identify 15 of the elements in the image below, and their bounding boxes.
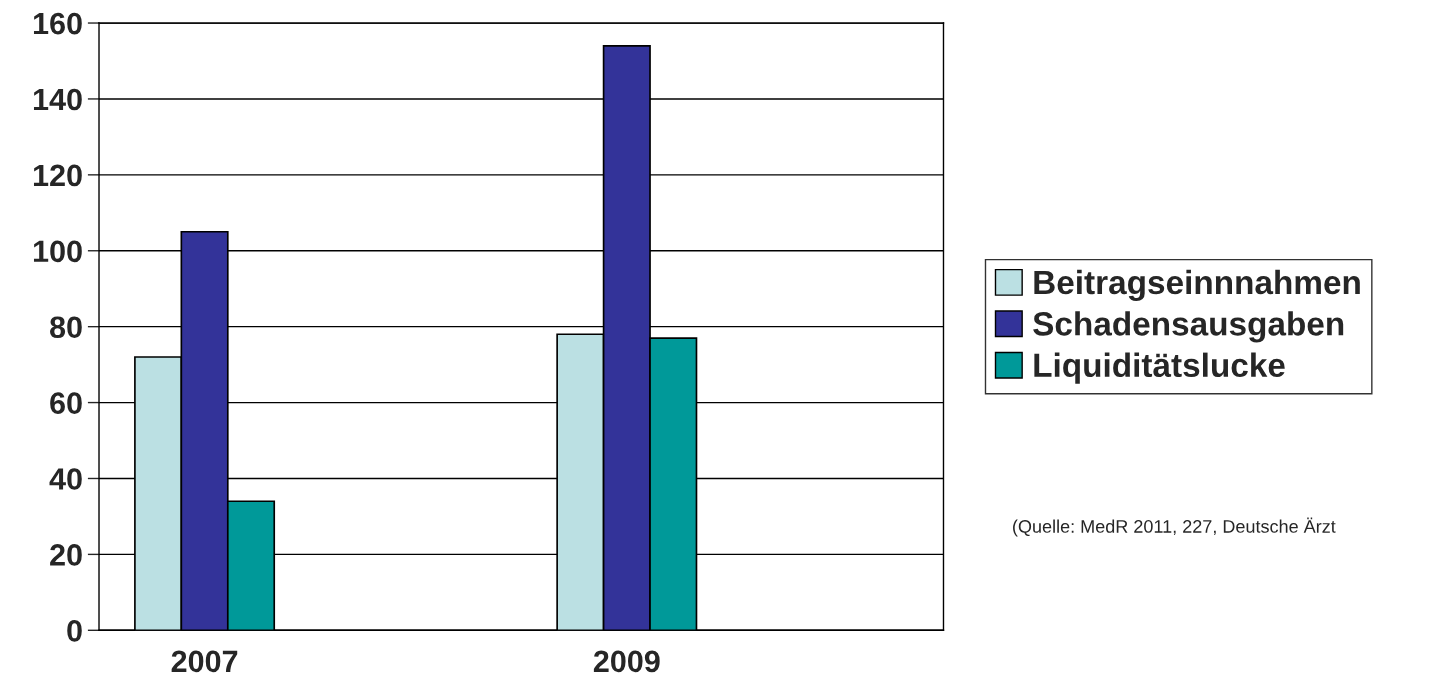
y-tick-label: 80 — [50, 316, 82, 339]
y-tick-label: 120 — [33, 164, 82, 187]
legend-label: Schadensausgaben — [1033, 311, 1344, 343]
x-tick-label: 2009 — [593, 650, 660, 673]
y-tick-label: 0 — [67, 620, 82, 642]
legend-label: Beitragseinnnahmen — [1034, 269, 1360, 302]
text: (Quelle: MedR 2011, 227, Deutsche Ärzt — [1013, 517, 1336, 537]
y-tick-label: 20 — [50, 544, 82, 566]
y-tick-label: 60 — [50, 392, 82, 414]
y-tick-label: 140 — [33, 88, 82, 111]
y-tick-label: 100 — [33, 240, 82, 263]
y-tick-label: 40 — [49, 468, 82, 490]
y-tick-label: 160 — [33, 12, 82, 35]
legend-label: Liquiditätslucke — [1034, 352, 1285, 384]
x-tick-label: 2007 — [171, 650, 238, 673]
